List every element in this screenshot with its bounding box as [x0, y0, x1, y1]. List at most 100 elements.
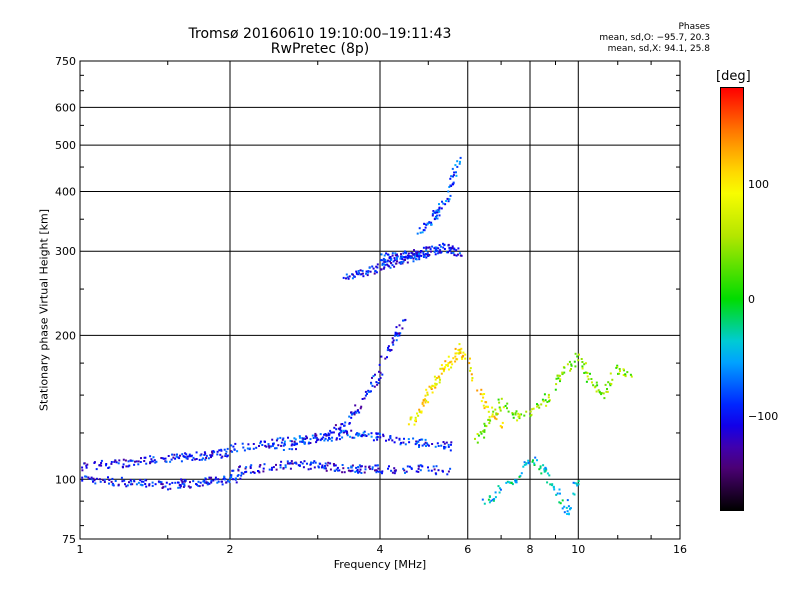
data-point: [462, 354, 465, 357]
data-point: [441, 200, 443, 203]
data-point: [151, 460, 154, 463]
data-point: [395, 339, 398, 342]
data-point: [230, 444, 233, 447]
data-point: [498, 487, 501, 490]
data-point: [103, 481, 106, 483]
data-point: [367, 390, 370, 393]
data-point: [380, 259, 382, 262]
data-point: [400, 441, 403, 444]
data-point: [275, 468, 278, 471]
data-point: [100, 462, 103, 464]
data-point: [282, 467, 285, 470]
data-point: [341, 423, 344, 425]
data-point: [388, 257, 391, 259]
data-point: [169, 460, 172, 463]
data-point: [539, 465, 542, 468]
data-point: [451, 363, 454, 366]
data-point: [293, 444, 296, 446]
data-point: [446, 363, 449, 366]
data-point: [425, 246, 428, 249]
data-point: [302, 466, 305, 469]
data-point: [531, 460, 534, 463]
data-point: [233, 448, 236, 451]
data-point: [329, 462, 332, 465]
data-point: [537, 404, 540, 407]
data-point: [462, 351, 465, 354]
data-point: [391, 337, 394, 340]
data-point: [575, 482, 578, 485]
data-point: [180, 479, 183, 482]
data-point: [180, 478, 183, 481]
data-point: [563, 511, 566, 514]
data-point: [249, 467, 252, 469]
data-point: [179, 485, 182, 488]
data-point: [325, 469, 328, 472]
data-point: [378, 370, 380, 373]
data-point: [555, 377, 558, 380]
data-point: [410, 467, 413, 470]
data-point: [131, 483, 134, 486]
data-point: [364, 394, 367, 397]
data-point: [340, 431, 343, 434]
data-point: [81, 479, 84, 482]
data-point: [129, 479, 132, 481]
data-point: [417, 465, 420, 468]
data-point: [438, 208, 441, 211]
data-point: [161, 457, 164, 460]
data-point: [495, 418, 498, 421]
data-point: [487, 418, 490, 421]
data-point: [388, 265, 391, 268]
data-point: [529, 415, 532, 418]
data-point: [442, 441, 445, 443]
data-point: [299, 440, 302, 443]
data-point: [149, 455, 152, 458]
data-point: [438, 376, 441, 379]
data-point: [445, 364, 448, 366]
data-point: [121, 480, 124, 483]
data-point: [426, 442, 428, 445]
data-point: [186, 455, 189, 458]
data-point: [423, 222, 426, 225]
data-point: [244, 471, 247, 474]
data-point: [280, 460, 283, 463]
data-point: [333, 426, 336, 429]
data-point: [548, 400, 551, 403]
data-point: [133, 480, 136, 483]
data-point: [393, 441, 396, 444]
data-point: [382, 267, 385, 270]
data-point: [320, 466, 323, 469]
data-point: [416, 255, 419, 258]
data-point: [231, 450, 234, 453]
data-point: [185, 453, 188, 456]
data-point: [420, 250, 423, 253]
data-point: [338, 438, 341, 441]
data-point: [209, 454, 212, 457]
x-tick-label: 16: [673, 543, 687, 556]
data-point: [447, 470, 450, 473]
data-point: [469, 369, 472, 372]
data-point: [434, 211, 437, 214]
data-point: [438, 214, 441, 217]
data-point: [379, 377, 382, 379]
colorbar-tick-label: 0: [748, 293, 755, 306]
data-point: [107, 467, 110, 469]
data-point: [350, 466, 353, 469]
data-point: [459, 156, 462, 159]
data-point: [81, 469, 84, 472]
data-point: [211, 451, 214, 454]
data-point: [160, 481, 163, 484]
data-point: [616, 364, 619, 367]
data-point: [230, 476, 233, 479]
data-point: [151, 484, 154, 487]
data-point: [421, 465, 424, 468]
data-point: [353, 275, 356, 278]
data-point: [294, 461, 296, 464]
data-point: [443, 442, 446, 445]
data-point: [369, 270, 372, 273]
data-point: [370, 382, 373, 385]
data-point: [247, 443, 250, 446]
data-point: [361, 398, 364, 400]
data-point: [350, 411, 352, 414]
data-point: [452, 181, 455, 184]
